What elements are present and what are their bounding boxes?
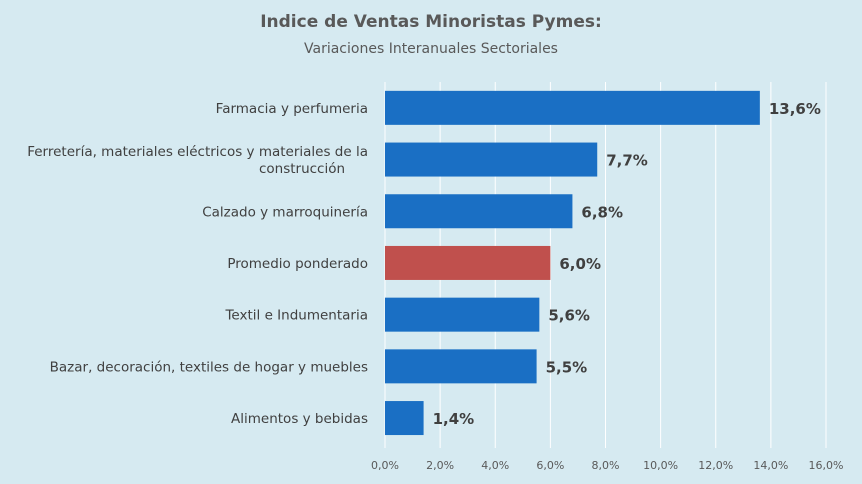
data-label: 5,5% <box>546 358 588 376</box>
bar <box>385 142 598 177</box>
x-tick-label: 2,0% <box>426 459 454 472</box>
bar <box>385 245 551 280</box>
bar <box>385 90 760 125</box>
data-label: 7,7% <box>606 152 648 170</box>
category-label: Promedio ponderado <box>227 256 368 272</box>
category-label: Ferretería, materiales eléctricos y mate… <box>27 144 368 177</box>
bar <box>385 349 537 384</box>
data-label: 6,0% <box>559 255 601 273</box>
chart-title: Indice de Ventas Minoristas Pymes: <box>260 12 602 32</box>
category-label: Farmacia y perfumeria <box>216 101 368 117</box>
x-tick-label: 14,0% <box>753 459 788 472</box>
data-label: 6,8% <box>581 203 623 221</box>
chart-subtitle: Variaciones Interanuales Sectoriales <box>304 41 558 57</box>
x-tick-label: 6,0% <box>536 459 564 472</box>
data-label: 1,4% <box>433 410 475 428</box>
data-label: 13,6% <box>769 100 821 118</box>
data-label: 5,6% <box>548 307 590 325</box>
x-tick-label: 0,0% <box>371 459 399 472</box>
category-label: Calzado y marroquinería <box>202 204 368 220</box>
x-tick-label: 12,0% <box>698 459 733 472</box>
x-tick-label: 16,0% <box>809 459 844 472</box>
category-label: Alimentos y bebidas <box>231 411 368 427</box>
category-label: Textil e Indumentaria <box>224 308 368 324</box>
x-tick-label: 10,0% <box>643 459 678 472</box>
bar <box>385 401 424 436</box>
category-label: Bazar, decoración, textiles de hogar y m… <box>50 359 368 375</box>
x-tick-label: 4,0% <box>481 459 509 472</box>
bar <box>385 297 540 332</box>
x-tick-label: 8,0% <box>592 459 620 472</box>
bar <box>385 194 573 229</box>
